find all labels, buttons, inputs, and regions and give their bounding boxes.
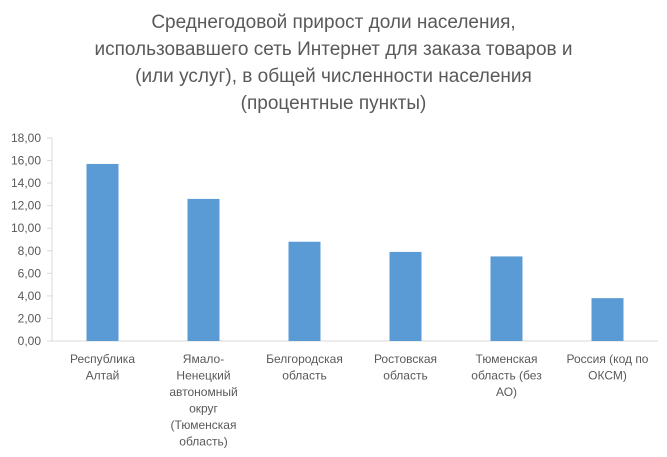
x-tick-label: Ростовская область — [374, 352, 437, 383]
x-tick-label: Россия (код по ОКСМ) — [567, 352, 649, 383]
bar — [86, 163, 119, 341]
y-tick-label: 12,00 — [11, 199, 41, 213]
bar — [389, 251, 422, 341]
x-tick-label: Ямало-Ненецкий автономный округ (Тюменская о… — [169, 352, 237, 449]
chart-title-line-2: использовавшего сеть Интернет для заказа… — [94, 39, 573, 60]
y-tick-label: 10,00 — [11, 221, 41, 235]
x-tick-label: Республика Алтай — [70, 352, 135, 383]
y-tick-label: 18,00 — [11, 131, 41, 145]
y-tick-label: 6,00 — [18, 266, 42, 280]
y-tick-label: 2,00 — [18, 311, 42, 325]
y-tick-label: 14,00 — [11, 176, 41, 190]
y-tick-label: 16,00 — [11, 154, 41, 168]
x-tick-label: Белгородская область — [266, 352, 343, 383]
x-tick-label: Тюменская область (без АО) — [471, 352, 542, 399]
bar — [490, 256, 523, 341]
chart-title-line-3: (или услуг), в общей численности населен… — [135, 66, 532, 87]
bar — [591, 298, 624, 341]
bar — [288, 241, 321, 341]
y-tick-label: 0,00 — [18, 334, 42, 348]
chart-title-line-4: (процентные пункты) — [240, 93, 427, 114]
y-tick-label: 8,00 — [18, 244, 42, 258]
bar — [187, 198, 220, 341]
chart-title-line-1: Среднегодовой прирост доли населения, — [151, 12, 516, 33]
y-tick-label: 4,00 — [18, 289, 42, 303]
